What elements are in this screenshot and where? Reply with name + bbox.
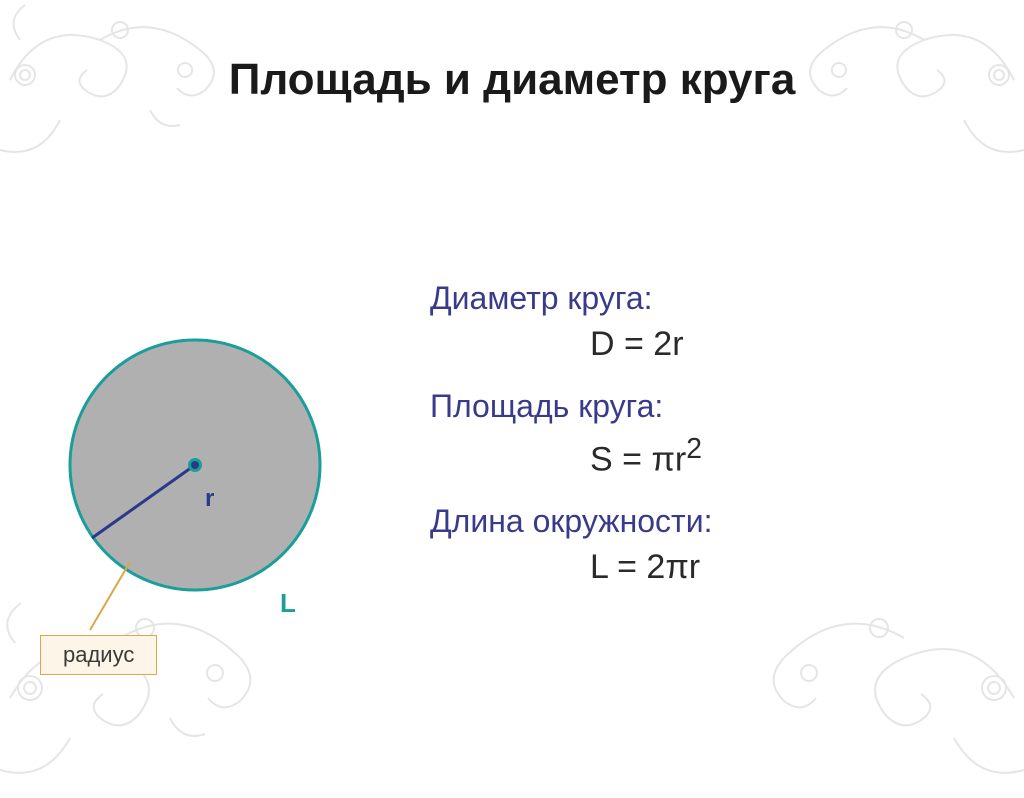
area-expr-prefix: S = xyxy=(590,440,651,478)
circ-expr-prefix: L = 2 xyxy=(590,548,665,586)
circumference-expression: L = 2πr xyxy=(590,548,712,587)
area-expression: S = πr2 xyxy=(590,433,712,479)
area-expr-var: r xyxy=(675,440,686,478)
diameter-heading: Диаметр круга: xyxy=(430,280,712,317)
diameter-expression: D = 2r xyxy=(590,325,712,364)
l-label: L xyxy=(280,588,296,618)
pointer-line xyxy=(90,562,130,630)
page-title: Площадь и диаметр круга xyxy=(0,55,1024,105)
formula-block: Диаметр круга: D = 2r Площадь круга: S =… xyxy=(430,280,712,611)
circ-expr-pi: π xyxy=(665,548,688,586)
circle-diagram: r L xyxy=(60,330,360,655)
circumference-heading: Длина окружности: xyxy=(430,503,712,540)
area-expr-sup: 2 xyxy=(686,433,702,465)
ornament-bottom-right xyxy=(744,558,1024,798)
radius-callout: радиус xyxy=(40,635,157,675)
area-expr-pi: π xyxy=(651,440,674,478)
r-label: r xyxy=(205,485,214,512)
circ-expr-var: r xyxy=(689,548,700,586)
center-dot-inner xyxy=(191,461,199,469)
area-heading: Площадь круга: xyxy=(430,388,712,425)
